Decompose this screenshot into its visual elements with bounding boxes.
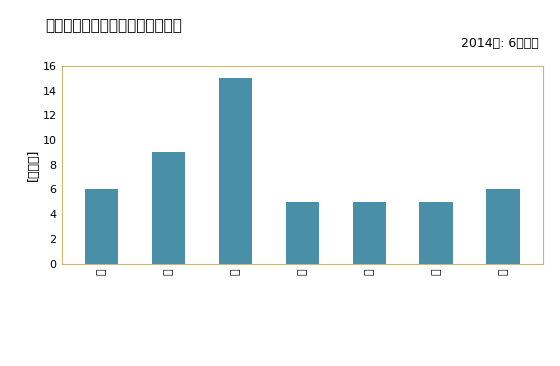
Y-axis label: [事業所]: [事業所] — [27, 149, 40, 181]
Bar — [85, 190, 119, 264]
Bar — [353, 202, 386, 264]
Bar — [152, 152, 185, 264]
Bar — [286, 202, 319, 264]
Text: 各種商品卸売業の事業所数の推移: 各種商品卸売業の事業所数の推移 — [45, 18, 181, 33]
Bar — [419, 202, 453, 264]
Text: 2014年: 6事業所: 2014年: 6事業所 — [461, 37, 538, 50]
Bar — [219, 78, 252, 264]
Bar — [486, 190, 520, 264]
